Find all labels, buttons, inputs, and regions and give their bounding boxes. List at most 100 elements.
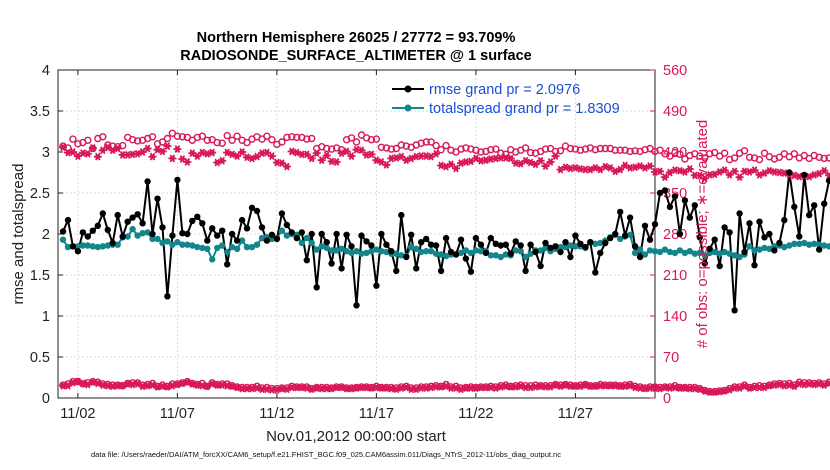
obs-evaluated-point — [218, 156, 227, 165]
obs-evaluated-point — [238, 148, 247, 156]
rmse-line-point — [781, 216, 788, 224]
rmse-line-point — [293, 234, 300, 242]
obs-evaluated-lower-point — [123, 380, 132, 388]
obs-possible-point — [790, 150, 798, 158]
obs-evaluated-point — [432, 149, 441, 158]
obs-possible-point — [133, 137, 142, 145]
totalspread-line-point — [313, 246, 320, 253]
totalspread-line-point — [527, 250, 534, 257]
totalspread-line-point — [184, 241, 191, 248]
rmse-line-point — [532, 248, 539, 256]
obs-evaluated-point — [725, 170, 734, 179]
rmse-line-point — [214, 232, 221, 239]
obs-possible-point — [69, 135, 77, 143]
rmse-line-point — [597, 249, 604, 257]
obs-possible-point — [203, 136, 212, 145]
rmse-line-point — [388, 248, 395, 255]
totalspread-line-point — [691, 250, 698, 257]
obs-evaluated-point — [228, 150, 237, 159]
totalspread-line-point — [134, 232, 141, 239]
obs-evaluated-lower-point — [581, 381, 590, 390]
obs-evaluated-lower-point — [815, 380, 824, 388]
obs-possible-point — [437, 145, 445, 154]
y-tick-label: 2.5 — [30, 186, 50, 202]
totalspread-line-point — [457, 249, 465, 257]
obs-evaluated-lower-point — [531, 382, 540, 391]
obs-evaluated-lower-point — [223, 381, 232, 390]
rmse-line-point — [621, 232, 629, 239]
totalspread-line-point — [59, 236, 67, 243]
obs-possible-point — [213, 138, 221, 147]
totalspread-line-point — [99, 243, 107, 250]
obs-possible-point — [377, 143, 386, 152]
totalspread-line-point — [512, 247, 519, 254]
totalspread-line-point — [796, 240, 803, 247]
obs-possible-point — [477, 148, 485, 156]
rmse-line-point — [263, 237, 271, 244]
obs-evaluated-lower-point — [825, 379, 830, 388]
rmse-line-point — [253, 207, 261, 215]
y-right-tick-label: 490 — [663, 104, 687, 120]
data-file-footer: data file: /Users/raeder/DAI/ATM_forcXX/… — [91, 450, 561, 459]
rmse-line-point — [477, 241, 485, 248]
rmse-line-point — [119, 233, 126, 240]
y-tick-label: 0 — [42, 391, 50, 407]
obs-evaluated-point — [382, 160, 391, 169]
totalspread-line-point — [626, 231, 634, 238]
totalspread-line-point — [726, 250, 733, 257]
rmse-line-point — [149, 230, 156, 238]
rmse-line-point — [741, 248, 748, 256]
obs-possible-point — [422, 138, 430, 146]
obs-evaluated-point — [262, 148, 271, 157]
rmse-line-point — [796, 233, 803, 240]
obs-evaluated-point — [113, 144, 122, 153]
obs-evaluated-point — [606, 163, 615, 172]
obs-possible-point — [278, 138, 286, 146]
totalspread-line-point — [646, 247, 654, 254]
obs-possible-point — [626, 147, 634, 156]
totalspread-line-point — [721, 248, 728, 256]
totalspread-line-point — [89, 243, 97, 250]
obs-evaluated-lower-point — [447, 384, 455, 392]
obs-possible-point — [323, 144, 331, 153]
y-axis-right-label: # of obs: o=possible; ∗=evaluated — [694, 120, 711, 349]
obs-evaluated-point — [168, 154, 177, 163]
obs-possible-point — [173, 132, 182, 140]
totalspread-line-point — [786, 242, 793, 249]
obs-evaluated-point — [750, 166, 759, 175]
obs-evaluated-point — [68, 148, 77, 156]
obs-evaluated-lower-point — [805, 380, 814, 388]
totalspread-line-point — [333, 247, 340, 254]
y-axis-label: rmse and totalspread — [10, 164, 27, 305]
rmse-line-point — [418, 239, 425, 246]
x-tick-label: 11/02 — [60, 406, 95, 422]
obs-possible-point — [457, 145, 465, 153]
totalspread-line-point — [442, 252, 450, 260]
totalspread-line-point — [144, 229, 151, 236]
obs-evaluated-point — [223, 148, 232, 157]
obs-evaluated-point — [317, 156, 326, 165]
rmse-line-point — [288, 229, 295, 236]
totalspread-line-point — [572, 243, 579, 250]
totalspread-line-point — [821, 242, 828, 249]
rmse-line-point — [557, 248, 564, 256]
obs-possible-point — [128, 135, 137, 144]
totalspread-line-point — [751, 247, 758, 254]
obs-evaluated-point — [521, 156, 530, 165]
totalspread-line-point — [617, 235, 624, 243]
obs-evaluated-point — [352, 145, 361, 154]
obs-evaluated-point — [277, 159, 286, 168]
obs-evaluated-point — [646, 162, 654, 170]
obs-possible-point — [576, 146, 585, 154]
rmse-line-point — [791, 203, 798, 211]
obs-possible-point — [676, 150, 684, 159]
rmse-line-point — [721, 224, 728, 231]
rmse-line-point — [333, 230, 340, 238]
totalspread-line-point — [806, 241, 813, 248]
obs-evaluated-lower-point — [302, 384, 311, 392]
obs-evaluated-point — [815, 169, 824, 178]
obs-possible-point — [730, 154, 739, 162]
rmse-line-point — [567, 253, 574, 261]
obs-evaluated-lower-point — [337, 383, 346, 392]
